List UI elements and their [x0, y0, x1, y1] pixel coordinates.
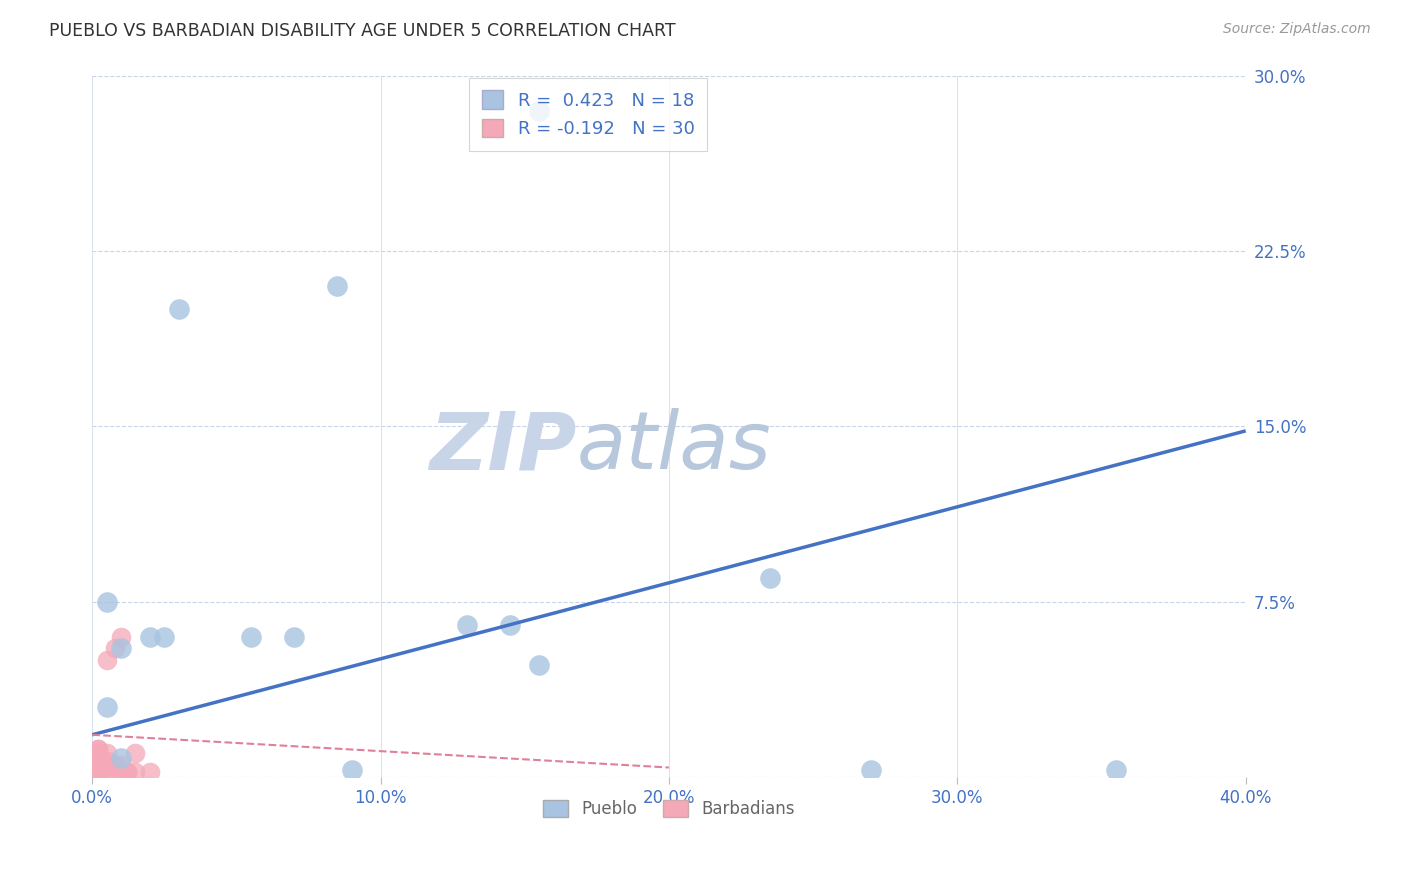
- Point: [87, 741, 110, 756]
- Text: atlas: atlas: [576, 409, 772, 486]
- Point: [153, 630, 176, 644]
- Point: [1105, 763, 1128, 777]
- Point: [139, 765, 162, 780]
- Point: [115, 765, 138, 780]
- Point: [239, 630, 262, 644]
- Point: [87, 758, 110, 772]
- Point: [527, 657, 550, 672]
- Point: [104, 758, 127, 772]
- Legend: Pueblo, Barbadians: Pueblo, Barbadians: [537, 793, 801, 824]
- Point: [87, 763, 110, 777]
- Point: [115, 765, 138, 780]
- Point: [96, 653, 118, 667]
- Point: [87, 747, 110, 761]
- Point: [96, 758, 118, 772]
- Point: [87, 747, 110, 761]
- Point: [104, 641, 127, 656]
- Point: [340, 763, 363, 777]
- Point: [110, 630, 132, 644]
- Point: [87, 754, 110, 768]
- Point: [87, 765, 110, 780]
- Point: [96, 754, 118, 768]
- Point: [167, 302, 190, 317]
- Point: [124, 747, 146, 761]
- Point: [139, 630, 162, 644]
- Point: [110, 765, 132, 780]
- Point: [326, 279, 349, 293]
- Point: [87, 741, 110, 756]
- Point: [527, 103, 550, 118]
- Point: [124, 765, 146, 780]
- Text: PUEBLO VS BARBADIAN DISABILITY AGE UNDER 5 CORRELATION CHART: PUEBLO VS BARBADIAN DISABILITY AGE UNDER…: [49, 22, 676, 40]
- Text: ZIP: ZIP: [429, 409, 576, 486]
- Point: [87, 765, 110, 780]
- Text: Source: ZipAtlas.com: Source: ZipAtlas.com: [1223, 22, 1371, 37]
- Point: [110, 641, 132, 656]
- Point: [110, 751, 132, 765]
- Point: [96, 765, 118, 780]
- Point: [759, 571, 782, 585]
- Point: [859, 763, 882, 777]
- Point: [87, 758, 110, 772]
- Point: [104, 765, 127, 780]
- Point: [87, 747, 110, 761]
- Point: [115, 765, 138, 780]
- Point: [110, 758, 132, 772]
- Point: [96, 699, 118, 714]
- Point: [283, 630, 305, 644]
- Point: [96, 594, 118, 608]
- Point: [96, 747, 118, 761]
- Point: [87, 765, 110, 780]
- Point: [456, 618, 478, 632]
- Point: [87, 763, 110, 777]
- Point: [499, 618, 522, 632]
